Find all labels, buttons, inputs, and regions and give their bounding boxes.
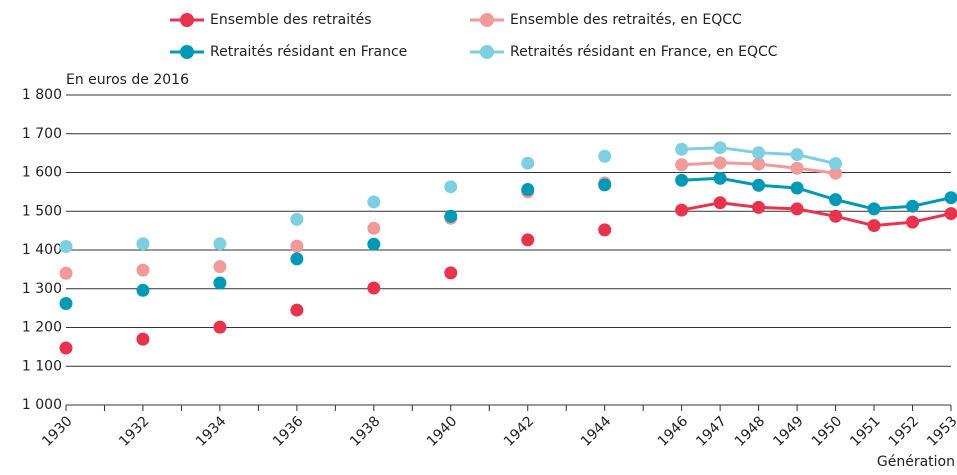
point (714, 172, 727, 185)
y-tick-label: 1 700 (22, 126, 62, 142)
point (791, 182, 804, 195)
legend-marker (180, 13, 194, 27)
legend-label: Ensemble des retraités (210, 12, 372, 28)
legend-marker (180, 45, 194, 59)
legend-marker (480, 45, 494, 59)
y-tick-label: 1 800 (22, 87, 62, 103)
point (136, 264, 149, 277)
point (906, 200, 919, 213)
point (752, 157, 765, 170)
point (868, 202, 881, 215)
legend-label: Retraités résidant en France (210, 44, 407, 60)
x-tick-label: 1942 (501, 413, 538, 450)
x-tick-label: 1953 (924, 413, 957, 450)
point (829, 193, 842, 206)
point (598, 223, 611, 236)
point (675, 174, 688, 187)
point (791, 148, 804, 161)
point (213, 321, 226, 334)
x-tick-label: 1950 (809, 413, 846, 450)
x-tick-label: 1938 (347, 413, 384, 450)
point (791, 162, 804, 175)
point (290, 240, 303, 253)
point (136, 237, 149, 250)
x-tick-label: 1930 (39, 413, 76, 450)
point (60, 297, 73, 310)
point (752, 179, 765, 192)
point (60, 267, 73, 280)
point (906, 216, 919, 229)
x-tick-label: 1951 (847, 413, 884, 450)
point (60, 342, 73, 355)
y-tick-label: 1 400 (22, 242, 62, 258)
point (213, 237, 226, 250)
y-tick-label: 1 300 (22, 281, 62, 297)
point (791, 202, 804, 215)
point (444, 266, 457, 279)
legend-label: Ensemble des retraités, en EQCC (510, 12, 742, 28)
point (60, 240, 73, 253)
point (367, 195, 380, 208)
y-tick-label: 1 600 (22, 165, 62, 181)
point (521, 157, 534, 170)
y-tick-label: 1 100 (22, 358, 62, 374)
point (868, 219, 881, 232)
x-tick-label: 1940 (424, 413, 461, 450)
point (714, 156, 727, 169)
x-axis-label: Génération (877, 454, 955, 470)
point (598, 178, 611, 191)
x-tick-label: 1948 (732, 413, 769, 450)
point (829, 210, 842, 223)
point (714, 141, 727, 154)
legend-label: Retraités résidant en France, en EQCC (510, 44, 778, 60)
point (675, 143, 688, 156)
point (213, 276, 226, 289)
point (752, 201, 765, 214)
point (945, 191, 957, 204)
x-tick-label: 1944 (578, 413, 615, 450)
point (367, 222, 380, 235)
y-tick-label: 1 200 (22, 320, 62, 336)
point (367, 281, 380, 294)
point (213, 260, 226, 273)
x-tick-label: 1946 (655, 413, 692, 450)
point (598, 150, 611, 163)
y-axis-label: En euros de 2016 (66, 72, 189, 88)
point (752, 146, 765, 159)
point (290, 304, 303, 317)
point (521, 233, 534, 246)
point (367, 238, 380, 251)
point (136, 333, 149, 346)
legend-marker (480, 13, 494, 27)
x-tick-label: 1947 (693, 413, 730, 450)
x-tick-label: 1932 (116, 413, 153, 450)
point (675, 158, 688, 171)
x-tick-label: 1934 (193, 413, 230, 450)
y-tick-label: 1 500 (22, 203, 62, 219)
point (714, 196, 727, 209)
point (945, 207, 957, 220)
point (675, 204, 688, 217)
point (444, 180, 457, 193)
x-tick-label: 1952 (886, 413, 923, 450)
y-tick-label: 1 000 (22, 397, 62, 413)
x-tick-label: 1936 (270, 413, 307, 450)
point (136, 284, 149, 297)
point (444, 210, 457, 223)
x-tick-label: 1949 (770, 413, 807, 450)
point (290, 213, 303, 226)
point (829, 157, 842, 170)
point (521, 183, 534, 196)
point (290, 252, 303, 265)
